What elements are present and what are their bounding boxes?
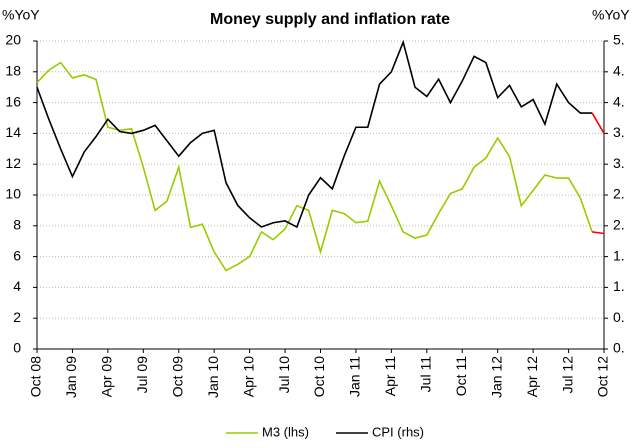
x-tick-label: Jan 09 bbox=[63, 356, 79, 398]
y2-tick-label: 4. bbox=[613, 93, 625, 109]
legend-label: CPI (rhs) bbox=[372, 424, 424, 439]
y-tick-label: 12 bbox=[5, 155, 21, 171]
x-tick-label: Oct 08 bbox=[28, 356, 44, 397]
x-tick-label: Jan 10 bbox=[205, 356, 221, 398]
x-tick-label: Jan 11 bbox=[347, 356, 363, 397]
y-axis-label: %YoY bbox=[2, 7, 40, 23]
x-tick-label: Oct 09 bbox=[169, 356, 185, 397]
y2-tick-label: 2. bbox=[613, 186, 625, 202]
x-tick-label: Jul 11 bbox=[418, 356, 434, 393]
y2-tick-label: 1. bbox=[613, 278, 625, 294]
series-last-segment bbox=[592, 231, 605, 235]
y-tick-label: 0 bbox=[13, 340, 21, 356]
x-tick-label: Jul 10 bbox=[276, 356, 292, 394]
y-tick-label: 16 bbox=[5, 93, 21, 109]
x-tick-label: Oct 12 bbox=[595, 356, 611, 397]
y2-tick-label: 4. bbox=[613, 63, 625, 79]
x-tick-label: Apr 12 bbox=[524, 356, 540, 397]
legend-label: M3 (lhs) bbox=[262, 424, 309, 439]
x-tick-label: Apr 10 bbox=[240, 356, 256, 397]
y2-tick-label: 2. bbox=[613, 217, 625, 233]
x-tick-label: Jan 12 bbox=[488, 356, 504, 398]
x-tick-label: Jul 09 bbox=[134, 356, 150, 394]
y2-tick-label: 0. bbox=[613, 340, 625, 356]
y2-axis-label: %YoY bbox=[592, 7, 630, 23]
y2-tick-label: 3. bbox=[613, 155, 625, 171]
y-tick-label: 2 bbox=[13, 309, 21, 325]
y-tick-label: 6 bbox=[13, 247, 21, 263]
y-tick-label: 8 bbox=[13, 217, 21, 233]
y-tick-label: 20 bbox=[5, 32, 21, 48]
x-tick-label: Jul 12 bbox=[559, 356, 575, 394]
y-tick-label: 10 bbox=[5, 186, 21, 202]
x-tick-label: Apr 11 bbox=[382, 356, 398, 396]
y-tick-label: 18 bbox=[5, 63, 21, 79]
y-tick-label: 4 bbox=[13, 278, 21, 294]
series-line bbox=[36, 61, 593, 272]
y2-tick-label: 0. bbox=[613, 309, 625, 325]
series-line bbox=[36, 39, 593, 229]
x-tick-label: Apr 09 bbox=[99, 356, 115, 397]
y-tick-label: 14 bbox=[5, 124, 21, 140]
x-tick-label: Oct 10 bbox=[311, 356, 327, 397]
y2-tick-label: 5. bbox=[613, 32, 625, 48]
chart-title: Money supply and inflation rate bbox=[210, 11, 450, 28]
y2-tick-label: 1. bbox=[613, 247, 625, 263]
y2-tick-label: 3. bbox=[613, 124, 625, 140]
x-tick-label: Oct 11 bbox=[453, 356, 469, 396]
series-last-segment bbox=[591, 112, 605, 134]
